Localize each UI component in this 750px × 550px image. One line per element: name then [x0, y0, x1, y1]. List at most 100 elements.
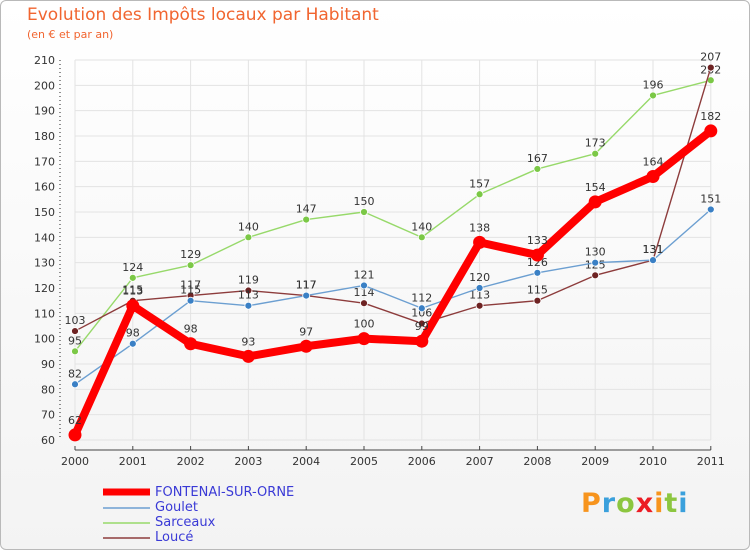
- data-point: [126, 299, 140, 313]
- data-point: [71, 347, 79, 356]
- x-tick-label: 2007: [466, 455, 494, 468]
- data-label: 62: [68, 414, 82, 427]
- x-tick-label: 2006: [408, 455, 436, 468]
- data-point: [588, 195, 602, 209]
- data-label: 115: [527, 284, 548, 297]
- series-line-louc-: [74, 66, 712, 332]
- y-tick-label: 100: [34, 333, 55, 346]
- legend-label-goulet: Goulet: [155, 500, 198, 515]
- x-tick-label: 2004: [292, 455, 320, 468]
- data-label: 93: [241, 335, 255, 348]
- chart-subtitle: (en € et par an): [27, 28, 114, 41]
- data-point: [360, 299, 368, 308]
- data-point: [530, 248, 544, 262]
- logo-letter: P: [581, 488, 602, 519]
- data-point: [302, 215, 311, 224]
- y-tick-label: 180: [34, 130, 55, 143]
- data-label: 113: [122, 285, 143, 298]
- data-point: [71, 380, 79, 389]
- data-point: [649, 91, 657, 100]
- data-point: [302, 291, 311, 300]
- logo-letter: i: [654, 488, 665, 519]
- data-label: 126: [527, 256, 548, 269]
- logo-letter: t: [664, 488, 679, 519]
- data-point: [186, 296, 195, 305]
- data-point: [128, 339, 137, 348]
- x-tick-label: 2003: [234, 455, 262, 468]
- data-label: 151: [700, 192, 721, 205]
- x-tick-label: 2002: [177, 455, 205, 468]
- data-point: [704, 124, 718, 138]
- data-point: [186, 261, 195, 270]
- data-label: 115: [180, 284, 201, 297]
- data-label: 95: [68, 334, 82, 347]
- legend-label-louce: Loucé: [155, 530, 194, 545]
- y-tick-label: 200: [34, 79, 55, 92]
- data-point: [417, 319, 426, 328]
- data-point: [357, 332, 371, 346]
- x-tick-label: 2001: [119, 455, 147, 468]
- data-point: [360, 281, 368, 290]
- data-point: [68, 428, 82, 442]
- data-point: [475, 301, 484, 310]
- logo-letter: r: [601, 488, 617, 519]
- data-label: 167: [527, 152, 548, 165]
- legend-label-fontenai: FONTENAI-SUR-ORNE: [155, 485, 295, 500]
- x-tick-label: 2000: [61, 455, 89, 468]
- data-label: 114: [354, 286, 375, 299]
- data-point: [299, 339, 313, 353]
- data-label: 106: [411, 306, 432, 319]
- y-tick-label: 120: [34, 282, 55, 295]
- y-tick-label: 170: [34, 155, 55, 168]
- data-label: 117: [296, 279, 317, 292]
- data-label: 100: [354, 318, 375, 331]
- data-point: [71, 327, 79, 335]
- data-label: 112: [411, 291, 432, 304]
- y-tick-label: 150: [34, 206, 55, 219]
- x-tick-label: 2011: [697, 455, 725, 468]
- y-tick-label: 130: [34, 257, 55, 270]
- y-tick-label: 160: [34, 181, 55, 194]
- logo-letter: x: [635, 488, 655, 519]
- series-line-fontenai-sur-orne: [71, 126, 715, 439]
- data-point: [417, 233, 426, 242]
- data-label: 173: [585, 137, 606, 150]
- x-tick-label: 2008: [523, 455, 551, 468]
- data-label: 133: [527, 234, 548, 247]
- data-label: 182: [700, 110, 721, 123]
- y-tick-label: 70: [41, 409, 55, 422]
- data-label: 113: [469, 289, 490, 302]
- chart-title: Evolution des Impôts locaux par Habitant: [27, 5, 379, 25]
- data-point: [706, 205, 715, 214]
- data-label: 120: [469, 271, 490, 284]
- data-label: 130: [585, 246, 606, 259]
- data-label: 121: [354, 268, 375, 281]
- data-label: 129: [180, 248, 201, 261]
- data-point: [473, 235, 487, 249]
- data-label: 164: [643, 156, 664, 169]
- data-label: 82: [68, 367, 82, 380]
- data-label: 113: [238, 289, 259, 302]
- y-tick-label: 90: [41, 358, 55, 371]
- data-point: [244, 286, 253, 295]
- data-point: [591, 271, 600, 280]
- data-label: 97: [299, 325, 313, 338]
- data-label: 98: [184, 323, 198, 336]
- data-point: [417, 304, 426, 313]
- data-point: [241, 349, 255, 363]
- data-point: [475, 284, 484, 292]
- y-tick-label: 210: [34, 54, 55, 67]
- proxiti-logo: Proxiti: [581, 488, 689, 519]
- y-tick-label: 80: [41, 383, 55, 396]
- data-point: [128, 273, 137, 282]
- data-point: [184, 337, 198, 351]
- y-tick-label: 190: [34, 105, 55, 118]
- data-label: 196: [643, 78, 664, 91]
- x-tick-label: 2005: [350, 455, 378, 468]
- y-tick-label: 110: [34, 307, 55, 320]
- data-point: [533, 268, 542, 277]
- data-point: [244, 301, 253, 310]
- data-label: 115: [122, 284, 143, 297]
- data-label: 207: [700, 51, 721, 64]
